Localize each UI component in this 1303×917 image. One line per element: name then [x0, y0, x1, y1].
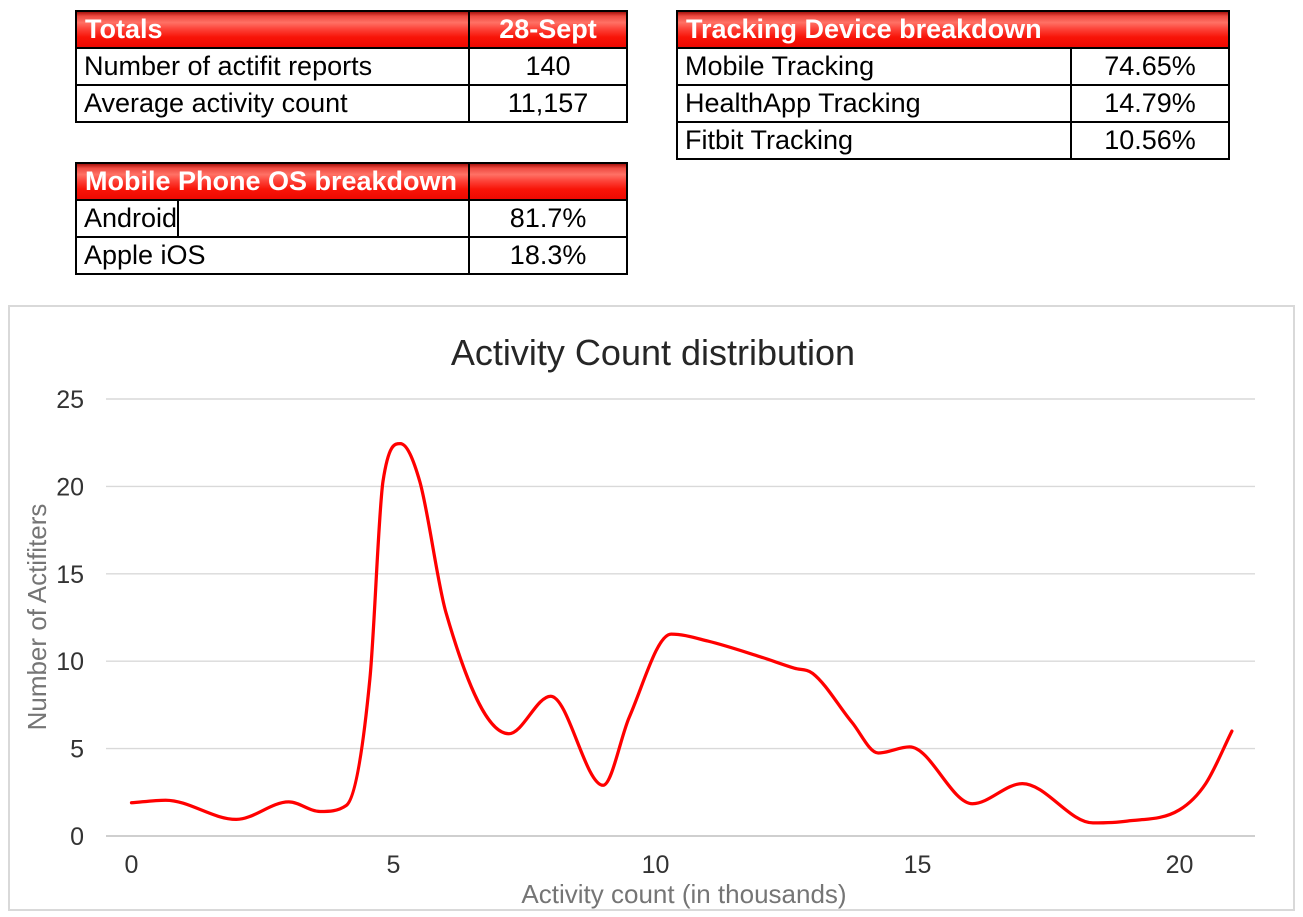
empty-cell: [177, 199, 471, 238]
mobile-os-table: Mobile Phone OS breakdown Android 81.7% …: [74, 162, 629, 275]
chart-canvas: 0 5 10 15 20 25 0 5 10 15 20 Activity Count distri…: [22, 332, 1255, 909]
table-row: Apple iOS 18.3%: [74, 236, 629, 275]
axis-ticks: 0 5 10 15 20 25 0 5 10 15 20: [56, 386, 1193, 879]
chart-title: Activity Count distribution: [451, 332, 855, 373]
y-tick-label: 20: [56, 473, 84, 501]
table-header-row: Totals 28-Sept: [75, 10, 628, 49]
activity-chart: 0 5 10 15 20 25 0 5 10 15 20 Activity Count distri…: [8, 305, 1295, 911]
totals-header: Totals: [75, 10, 470, 49]
totals-date-header: 28-Sept: [468, 10, 628, 49]
y-axis-title: Number of Actifiters: [22, 504, 52, 731]
table-row: HealthApp Tracking 14.79%: [676, 84, 1230, 123]
y-tick-label: 5: [70, 736, 84, 764]
x-tick-label: 20: [1166, 851, 1194, 879]
series-line: [129, 441, 1234, 825]
os-header: Mobile Phone OS breakdown: [74, 162, 471, 201]
table-row: Mobile Tracking 74.65%: [676, 47, 1230, 86]
table-row: Average activity count 11,157: [75, 84, 628, 123]
x-axis-title: Activity count (in thousands): [521, 879, 846, 909]
y-tick-label: 15: [56, 561, 84, 589]
x-tick-label: 15: [904, 851, 932, 879]
table-header-row: Mobile Phone OS breakdown: [74, 162, 629, 201]
x-tick-label: 5: [387, 851, 401, 879]
table-row: Android 81.7%: [74, 199, 629, 238]
totals-table: Totals 28-Sept Number of actifit reports…: [75, 10, 628, 123]
x-tick-label: 10: [642, 851, 670, 879]
gridlines: [106, 398, 1255, 837]
table-header-row: Tracking Device breakdown: [676, 10, 1230, 49]
table-row: Number of actifit reports 140: [75, 47, 628, 86]
tracking-device-table: Tracking Device breakdown Mobile Trackin…: [676, 10, 1230, 160]
os-header-empty: [468, 162, 629, 201]
x-tick-label: 0: [125, 851, 139, 879]
y-tick-label: 10: [56, 648, 84, 676]
y-tick-label: 0: [70, 823, 84, 851]
table-row: Fitbit Tracking 10.56%: [676, 121, 1230, 160]
tracking-header: Tracking Device breakdown: [676, 10, 1230, 49]
y-tick-label: 25: [56, 386, 84, 414]
